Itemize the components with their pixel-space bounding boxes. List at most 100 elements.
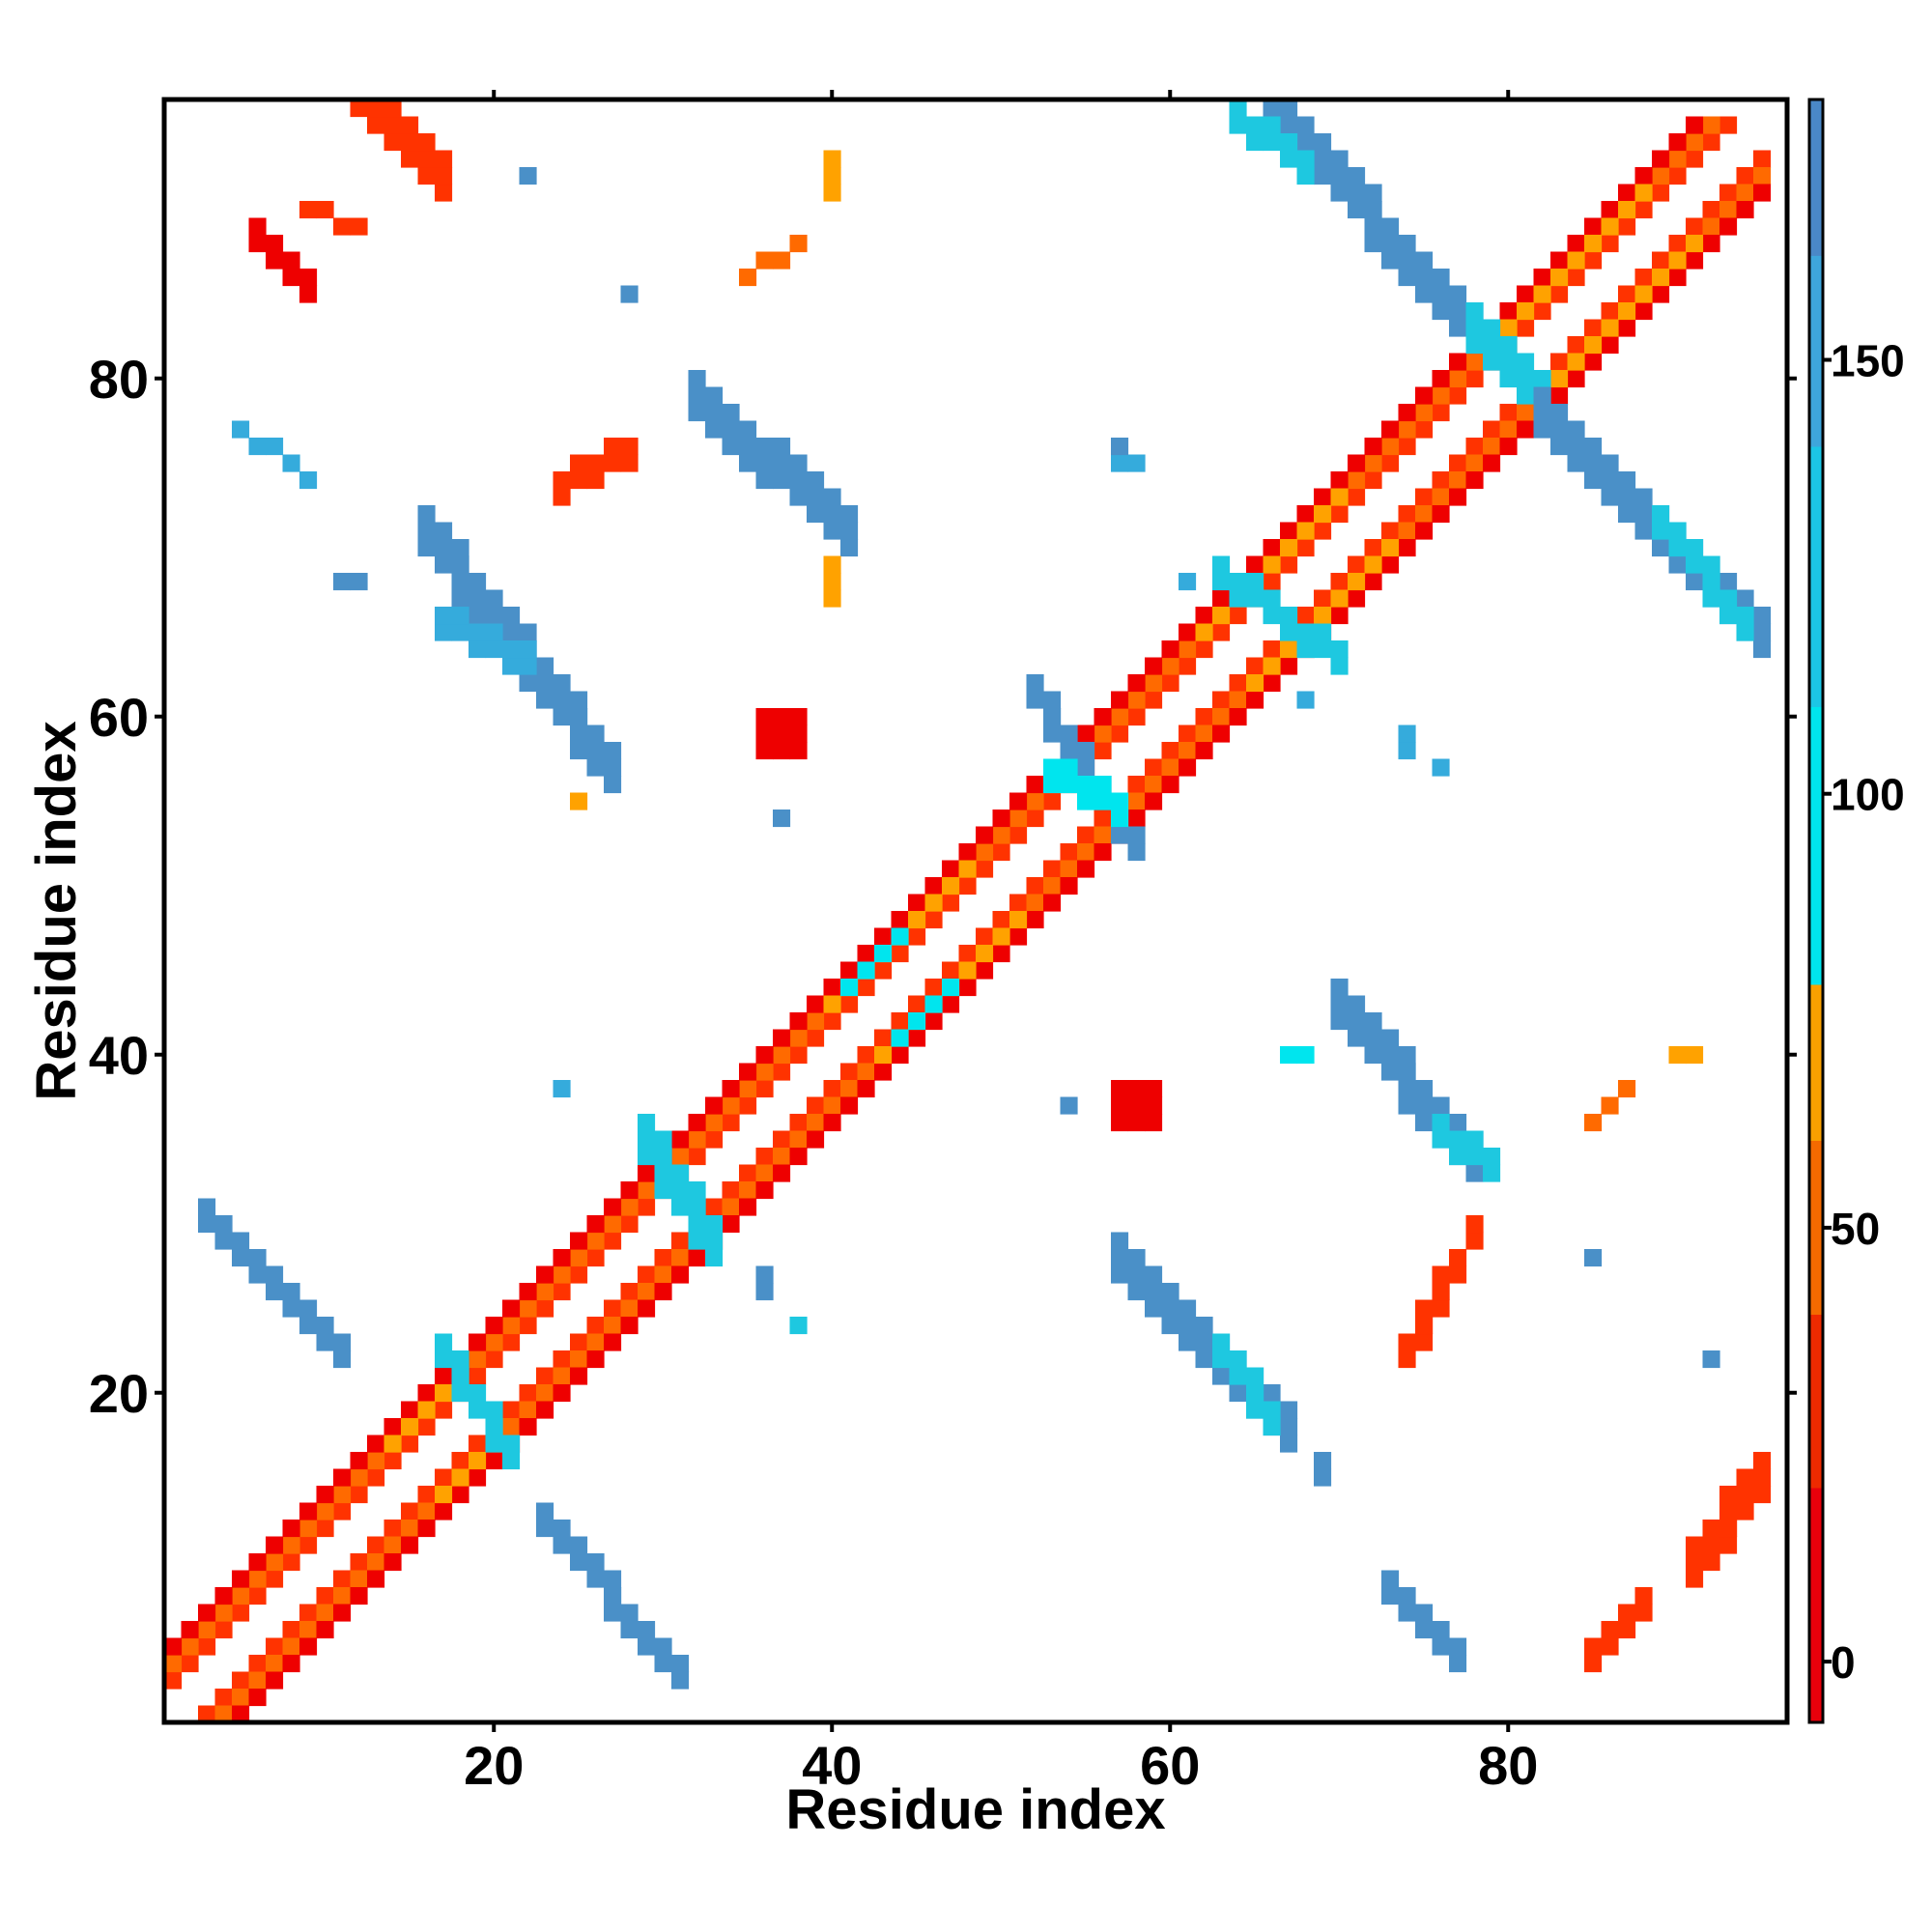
contact-cell: [1381, 251, 1400, 270]
contact-cell: [570, 1367, 588, 1385]
contact-cell: [1364, 555, 1382, 574]
contact-cell: [992, 927, 1010, 946]
contact-cell: [1398, 539, 1416, 557]
contact-cell: [1601, 1637, 1619, 1656]
contact-cell: [1263, 640, 1281, 659]
contact-cell: [214, 1705, 233, 1722]
contact-cell: [1280, 1401, 1298, 1419]
contact-cell: [1145, 1283, 1163, 1301]
contact-cell: [1550, 285, 1569, 303]
contact-cell: [1212, 691, 1231, 709]
contact-cell: [1348, 184, 1366, 202]
contact-cell: [1753, 607, 1772, 625]
contact-cell: [1348, 454, 1366, 472]
contact-cell: [1449, 1130, 1467, 1149]
contact-cell: [198, 1198, 216, 1216]
contact-cell: [1263, 573, 1281, 591]
contact-cell: [739, 1080, 757, 1098]
contact-cell: [333, 573, 352, 591]
contact-cell: [502, 1401, 521, 1419]
contact-cell: [1127, 1249, 1146, 1267]
contact-cell: [1263, 674, 1281, 693]
contact-cell: [1465, 471, 1484, 490]
contact-cell: [1009, 826, 1028, 844]
contact-cell: [214, 1232, 233, 1250]
contact-cell: [1111, 1232, 1129, 1250]
contact-cell: [638, 1198, 656, 1216]
contact-cell: [976, 860, 994, 878]
contact-cell: [1229, 116, 1247, 134]
contact-cell: [232, 1671, 250, 1690]
contact-cell: [807, 505, 825, 524]
contact-cell: [1449, 1265, 1467, 1284]
contact-cell: [1517, 353, 1535, 371]
contact-cell: [1161, 1317, 1179, 1335]
contact-cell: [299, 1299, 318, 1318]
contact-cell: [435, 1401, 453, 1419]
contact-cell: [1145, 674, 1163, 693]
contact-cell: [519, 657, 537, 675]
contact-cell: [1314, 1468, 1332, 1487]
contact-cell: [604, 1215, 622, 1234]
contact-cell: [1094, 843, 1112, 862]
contact-cell: [502, 1452, 521, 1470]
contact-cell: [1668, 522, 1687, 540]
contact-cell: [1179, 657, 1197, 675]
contact-cell: [248, 217, 267, 236]
contact-cell: [401, 116, 419, 134]
contact-cell: [789, 1012, 808, 1031]
contact-cell: [908, 1012, 926, 1031]
contact-cell: [553, 691, 571, 709]
contact-cell: [266, 1637, 284, 1656]
contact-cell: [688, 1148, 706, 1166]
contact-cell: [1533, 404, 1551, 422]
contact-cell: [1465, 319, 1484, 337]
contact-cell: [1499, 420, 1518, 439]
contact-cell: [248, 1671, 267, 1690]
contact-cell: [367, 1553, 385, 1572]
contact-cell: [1601, 217, 1619, 236]
contact-cell: [553, 1520, 571, 1538]
contact-cell: [1195, 607, 1213, 625]
contact-cell: [586, 1350, 605, 1369]
contact-cell: [722, 1096, 740, 1115]
contact-cell: [1179, 573, 1197, 591]
contact-cell: [1161, 657, 1179, 675]
contact-cell: [1753, 167, 1772, 185]
contact-cell: [807, 1096, 825, 1115]
contact-cell: [435, 1367, 453, 1385]
contact-cell: [198, 1215, 216, 1234]
contact-cell: [908, 911, 926, 929]
contact-cell: [299, 1502, 318, 1520]
contact-cell: [1618, 285, 1636, 303]
contact-cell: [1652, 505, 1670, 524]
contact-cell: [739, 420, 757, 439]
contact-cell: [739, 438, 757, 456]
contact-cell: [1094, 776, 1112, 794]
contact-cell: [773, 471, 791, 490]
contact-cell: [671, 1148, 690, 1166]
contact-cell: [1111, 708, 1129, 726]
contact-cell: [1652, 251, 1670, 270]
contact-cell: [1330, 505, 1349, 524]
contact-cell: [705, 1232, 724, 1250]
contact-cell: [266, 1283, 284, 1301]
contact-cell: [739, 454, 757, 472]
contact-cell: [1263, 1384, 1281, 1403]
contact-cell: [299, 1637, 318, 1656]
contact-cell: [773, 1148, 791, 1166]
contact-cell: [469, 1435, 487, 1453]
contact-cell: [1009, 792, 1028, 810]
contact-cell: [976, 961, 994, 980]
contact-cell: [451, 539, 469, 557]
contact-cell: [604, 1198, 622, 1216]
contact-cell: [942, 961, 960, 980]
contact-cell: [1094, 826, 1112, 844]
contact-cell: [942, 979, 960, 997]
contact-cell: [1584, 319, 1603, 337]
contact-cell: [333, 1502, 352, 1520]
contact-cell: [164, 1671, 183, 1690]
contact-cell: [502, 640, 521, 659]
contact-cell: [1652, 285, 1670, 303]
contact-cell: [1702, 201, 1720, 219]
